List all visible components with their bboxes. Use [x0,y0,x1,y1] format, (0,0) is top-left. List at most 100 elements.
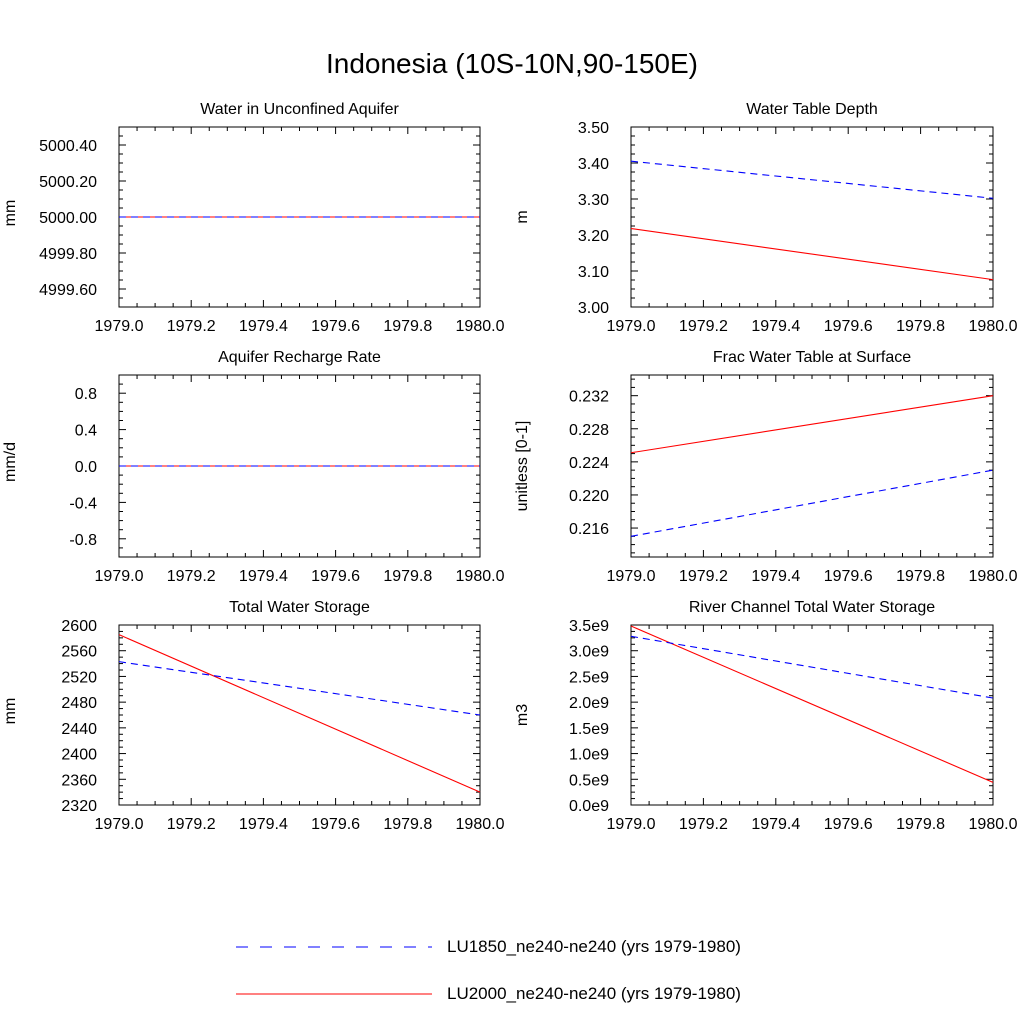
y-tick-label: 3.00 [578,300,609,317]
x-tick-label: 1979.4 [239,816,288,833]
y-tick-label: 0.0 [75,459,97,476]
y-tick-label: 3.0e9 [569,644,609,661]
y-tick-label: 2.0e9 [569,695,609,712]
legend-label-lu1850: LU1850_ne240-ne240 (yrs 1979-1980) [447,937,741,956]
x-tick-label: 1979.8 [896,568,945,585]
x-tick-label: 1979.6 [824,318,873,335]
y-tick-label: 0.228 [569,422,609,439]
x-tick-label: 1979.8 [896,816,945,833]
y-tick-label: 2360 [61,772,97,789]
y-tick-label: 5000.00 [39,210,97,227]
x-tick-label: 1979.4 [751,568,800,585]
x-tick-label: 1979.0 [607,318,656,335]
y-axis-label: mm [2,200,19,227]
x-tick-label: 1979.2 [167,568,216,585]
x-tick-label: 1979.4 [239,318,288,335]
x-tick-label: 1979.2 [167,816,216,833]
plot-frame [630,126,994,308]
y-tick-label: -0.4 [69,495,97,512]
y-tick-label: 0.224 [569,455,609,472]
panel-title: Water in Unconfined Aquifer [200,101,399,118]
x-tick-label: 1980.0 [969,816,1018,833]
legend-label-lu2000: LU2000_ne240-ne240 (yrs 1979-1980) [447,984,741,1003]
legend-swatch-solid [236,993,432,995]
x-tick-label: 1979.0 [607,816,656,833]
y-tick-label: 2600 [61,618,97,635]
y-tick-label: 2480 [61,695,97,712]
plot-frame [630,374,994,558]
x-tick-label: 1980.0 [456,568,505,585]
x-tick-label: 1979.6 [311,816,360,833]
y-axis-label: unitless [0-1] [514,421,531,512]
y-tick-label: 4999.80 [39,246,97,263]
y-tick-label: 0.4 [75,423,97,440]
x-tick-label: 1979.2 [679,816,728,833]
plot-frame [630,624,994,806]
x-tick-label: 1979.8 [383,568,432,585]
y-tick-label: 2400 [61,747,97,764]
x-tick-label: 1979.0 [95,816,144,833]
x-tick-label: 1979.2 [679,568,728,585]
panel-title: River Channel Total Water Storage [689,599,935,616]
x-tick-label: 1980.0 [969,318,1018,335]
y-tick-label: 0.220 [569,488,609,505]
x-tick-label: 1979.2 [679,318,728,335]
y-tick-label: 2440 [61,721,97,738]
y-tick-label: 1.0e9 [569,747,609,764]
y-axis-label: m3 [514,704,531,726]
x-tick-label: 1980.0 [969,568,1018,585]
plot-frame [118,624,481,806]
x-tick-label: 1979.6 [311,318,360,335]
panel-title: Frac Water Table at Surface [713,349,911,366]
x-tick-label: 1980.0 [456,318,505,335]
x-tick-label: 1979.8 [383,318,432,335]
x-tick-label: 1979.6 [824,568,873,585]
y-tick-label: 0.5e9 [569,772,609,789]
y-axis-label: m [514,210,531,223]
x-tick-label: 1979.6 [311,568,360,585]
series-line-lu2000 [118,634,481,793]
series-line-lu1850 [630,635,994,699]
y-tick-label: 0.8 [75,386,97,403]
y-tick-label: 5000.20 [39,174,97,191]
x-tick-label: 1979.4 [751,318,800,335]
y-tick-label: 4999.60 [39,282,97,299]
y-tick-label: 2.5e9 [569,669,609,686]
page-title: Indonesia (10S-10N,90-150E) [325,48,698,79]
series-line-lu2000 [630,227,994,281]
y-tick-label: 2320 [61,798,97,815]
chart-panel-4: Frac Water Table at Surface unitless [0-1… [514,349,1018,585]
x-tick-label: 1979.0 [95,568,144,585]
series-line-lu1850 [630,160,994,199]
y-tick-label: -0.8 [69,532,97,549]
y-tick-label: 3.40 [578,156,609,173]
x-tick-label: 1979.0 [607,568,656,585]
chart-panel-5: Total Water Storage mm 1979.0 1979.2 1979.4 1… [2,599,505,833]
x-tick-label: 1979.8 [896,318,945,335]
y-tick-label: 0.0e9 [569,798,609,815]
chart-panel-6: River Channel Total Water Storage m3 1979.… [514,599,1018,833]
legend-swatch-dashed [236,946,432,948]
x-tick-label: 1979.8 [383,816,432,833]
series-line-lu1850 [630,469,994,537]
y-tick-label: 3.30 [578,192,609,209]
series-line-lu1850 [118,661,481,716]
panel-title: Water Table Depth [746,101,878,118]
x-tick-label: 1979.4 [751,816,800,833]
series-line-lu2000 [630,395,994,454]
y-tick-label: 1.5e9 [569,721,609,738]
x-tick-label: 1979.4 [239,568,288,585]
y-tick-label: 0.232 [569,389,609,406]
x-tick-label: 1979.2 [167,318,216,335]
chart-panel-2: Water Table Depth m 1979.0 1979.2 1979.4 1979… [514,101,1018,335]
y-tick-label: 2560 [61,644,97,661]
chart-panel-3: Aquifer Recharge Rate mm/d 1979.0 1979.2 197… [2,349,505,585]
y-tick-label: 3.20 [578,228,609,245]
y-tick-label: 5000.40 [39,138,97,155]
panel-title: Total Water Storage [229,599,370,616]
panel-title: Aquifer Recharge Rate [218,349,381,366]
y-tick-label: 3.5e9 [569,618,609,635]
x-tick-label: 1979.6 [824,816,873,833]
y-axis-label: mm [2,698,19,725]
y-tick-label: 3.50 [578,120,609,137]
